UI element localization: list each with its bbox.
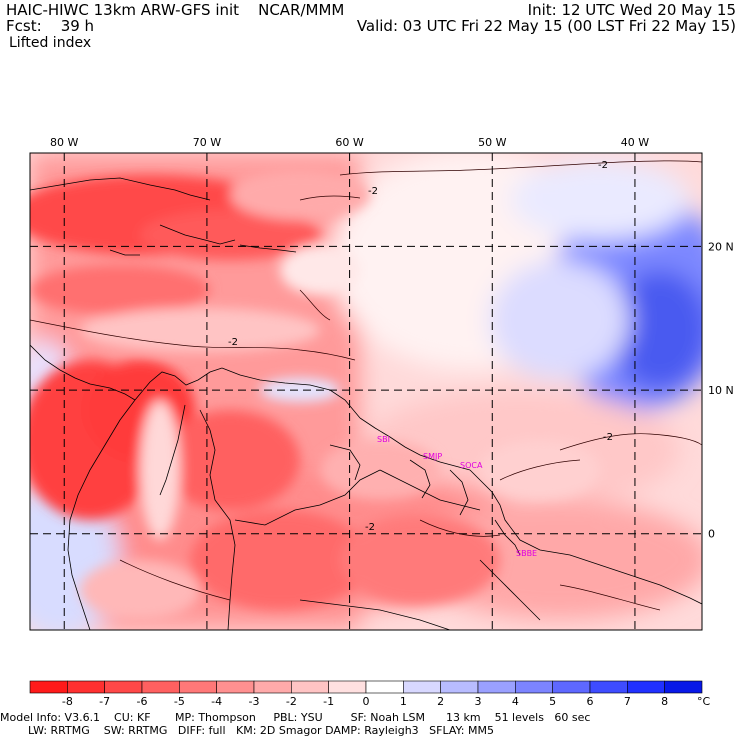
field-name: Lifted index [9, 35, 92, 51]
model-title: HAIC-HIWC 13km ARW-GFS init NCAR/MMM [6, 1, 345, 19]
coastlines [30, 177, 702, 630]
colorbar-swatch [589, 680, 628, 694]
colorbar-tick-label: 4 [512, 695, 519, 708]
colorbar-tick-label: 6 [587, 695, 594, 708]
contour-label: -2 [228, 337, 238, 348]
latitude-label: 0 [708, 528, 715, 541]
colorbar-tick-label: 0 [363, 695, 370, 708]
colorbar-tick-label: -4 [211, 695, 222, 708]
colorbar-swatch [216, 680, 255, 694]
model-info-line1: Model Info: V3.6.1 CU: KF MP: Thompson P… [0, 711, 591, 724]
colorbar-swatch [141, 680, 180, 694]
colorbar-tick-label: -1 [323, 695, 334, 708]
latitude-labels: 20 N 10 N 0 [708, 240, 734, 540]
colorbar-tick-label: -5 [174, 695, 185, 708]
colorbar-tick-label: -6 [137, 695, 148, 708]
station-label: SOCA [460, 461, 483, 470]
contour-label: -2 [368, 186, 378, 197]
longitude-label: 60 W [335, 136, 363, 149]
colorbar-tick-label: 8 [661, 695, 668, 708]
longitude-labels: 80 W 70 W 60 W 50 W 40 W [50, 136, 649, 149]
fcst-value: 39 h [60, 17, 95, 35]
colorbar-swatch [627, 680, 665, 694]
colorbar-tick-label: -8 [62, 695, 73, 708]
colorbar-labels: -8 -7 -6 -5 -4 -3 -2 -1 0 1 2 3 4 5 6 7 … [62, 695, 711, 708]
colorbar-swatch [403, 680, 441, 694]
colorbar-swatch [552, 680, 591, 694]
contours [30, 160, 702, 611]
station-label: SBI [377, 435, 390, 444]
map-field: -2 -2 -2 -2 -2 SBI SMJP SOCA SBBE [30, 153, 702, 630]
lifted-index-map: -2 -2 -2 -2 -2 SBI SMJP SOCA SBBE 80 W 7… [29, 136, 734, 708]
valid-time: Valid: 03 UTC Fri 22 May 15 (00 LST Fri … [356, 17, 736, 35]
colorbar-swatch [664, 680, 703, 694]
contour-label: -2 [598, 160, 608, 171]
longitude-label: 80 W [50, 136, 78, 149]
colorbar-tick-label: 2 [437, 695, 444, 708]
map-frame [29, 152, 703, 631]
contour-label: -2 [603, 432, 613, 443]
colorbar-tick-label: -2 [286, 695, 297, 708]
graticule [30, 153, 702, 630]
model-info-line2: LW: RRTMG SW: RRTMG DIFF: full KM: 2D Sm… [0, 724, 494, 737]
station-label: SBBE [516, 549, 537, 558]
colorbar-tick-label: -7 [99, 695, 110, 708]
colorbar-swatch [328, 680, 367, 694]
colorbar-swatch [365, 680, 404, 694]
longitude-label: 70 W [193, 136, 221, 149]
contour-label: -2 [365, 522, 375, 533]
colorbar-unit: °C [697, 695, 711, 708]
forecast-hour: Fcst: 39 h [6, 18, 94, 35]
colorbar-tick-label: 7 [624, 695, 631, 708]
colorbar-swatch [29, 680, 68, 694]
colorbar-swatch [67, 680, 105, 694]
longitude-label: 50 W [478, 136, 506, 149]
colorbar [29, 680, 703, 694]
colorbar-swatch [477, 680, 516, 694]
latitude-label: 20 N [708, 240, 734, 253]
latitude-label: 10 N [708, 384, 734, 397]
colorbar-tick-label: 1 [400, 695, 407, 708]
colorbar-swatch [179, 680, 217, 694]
station-label: SMJP [423, 452, 442, 461]
colorbar-swatch [440, 680, 479, 694]
colorbar-tick-label: 3 [475, 695, 482, 708]
colorbar-swatch [253, 680, 292, 694]
colorbar-swatch [515, 680, 553, 694]
longitude-label: 40 W [621, 136, 649, 149]
colorbar-swatch [104, 680, 143, 694]
colorbar-tick-label: 5 [549, 695, 556, 708]
colorbar-tick-label: -3 [249, 695, 260, 708]
init-time: Init: 12 UTC Wed 20 May 15 [527, 1, 736, 19]
fcst-label: Fcst: [6, 17, 42, 35]
colorbar-swatch [291, 680, 329, 694]
